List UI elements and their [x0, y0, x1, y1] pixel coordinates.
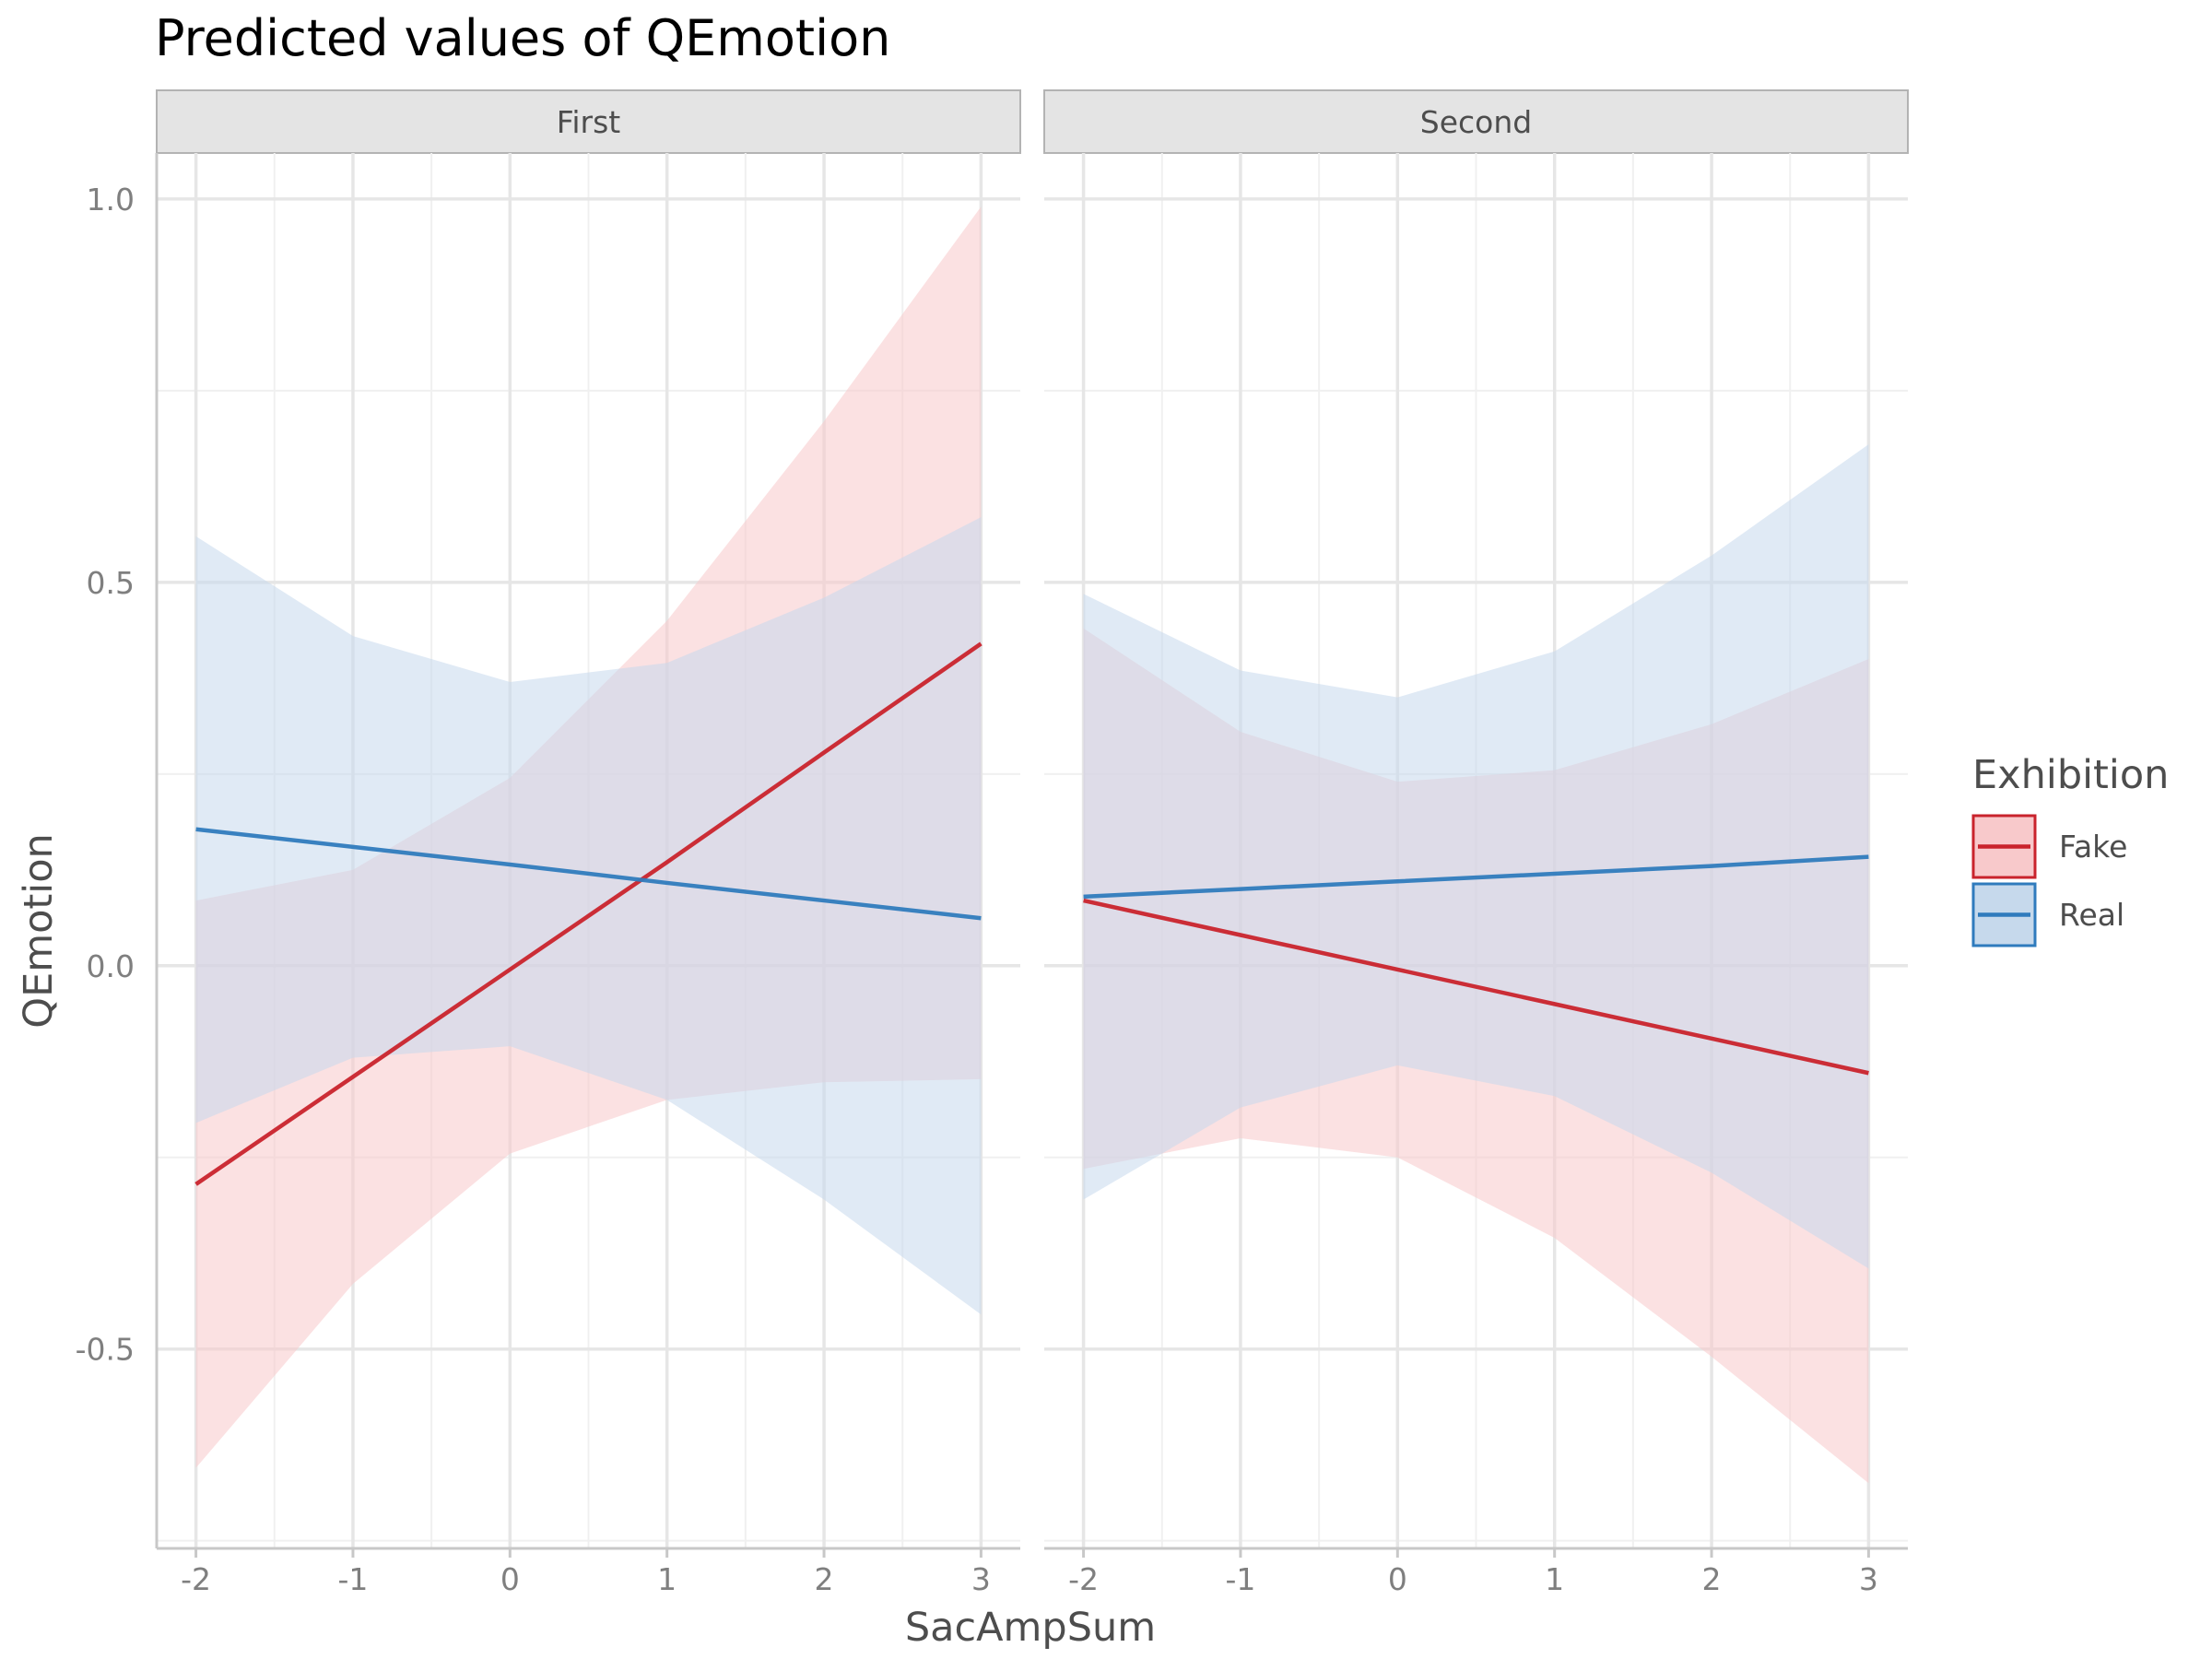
- x-tick-label: 2: [1702, 1561, 1722, 1597]
- facet-panels: -0.5 0.0 0.5 1.0 First -2 -1 0 1 2 3 Second -2 -1 0 1 2 3: [76, 89, 1909, 1597]
- x-tick-label: 3: [971, 1561, 991, 1597]
- legend-item-real: Real: [1971, 882, 2124, 947]
- facet-panel-first: First -2 -1 0 1 2 3: [155, 89, 1021, 1597]
- series-line-fake: [1083, 898, 1869, 1076]
- x-tick-label: 3: [1859, 1561, 1878, 1597]
- legend: Exhibition Fake Real: [1971, 752, 2169, 947]
- facet-strip-label: First: [557, 104, 621, 140]
- facet-strip: [1043, 89, 1909, 154]
- ci-ribbon-real: [1083, 444, 1869, 1269]
- x-axis-title: SacAmpSum: [905, 1605, 1156, 1651]
- facet-strip-label: Second: [1420, 104, 1532, 140]
- legend-label: Real: [2059, 897, 2124, 933]
- x-tick-label: -1: [338, 1561, 369, 1597]
- x-tick-label: 0: [500, 1561, 520, 1597]
- x-tick-label: -2: [1068, 1561, 1099, 1597]
- series-line-real: [1083, 854, 1869, 900]
- y-tick-label: 0.0: [87, 948, 135, 984]
- facet-strip: [156, 89, 1021, 154]
- y-axis-title: QEmotion: [16, 833, 62, 1029]
- facet-panel-second: Second -2 -1 0 1 2 3: [1043, 89, 1909, 1597]
- x-tick-label: 2: [815, 1561, 834, 1597]
- y-tick-label: -0.5: [76, 1332, 135, 1368]
- x-tick-label: 0: [1388, 1561, 1407, 1597]
- x-tick-label: -1: [1226, 1561, 1256, 1597]
- x-tick-label: 1: [657, 1561, 677, 1597]
- y-tick-label: 1.0: [87, 182, 135, 218]
- legend-title: Exhibition: [1972, 752, 2169, 798]
- y-tick-label: 0.5: [87, 565, 135, 601]
- x-tick-label: -2: [181, 1561, 211, 1597]
- legend-item-fake: Fake: [1971, 814, 2127, 879]
- legend-label: Fake: [2059, 829, 2127, 865]
- series-line-real: [195, 827, 982, 921]
- series-line-fake: [194, 641, 982, 1186]
- chart-title: Predicted values of QEmotion: [155, 9, 890, 67]
- x-tick-label: 1: [1545, 1561, 1564, 1597]
